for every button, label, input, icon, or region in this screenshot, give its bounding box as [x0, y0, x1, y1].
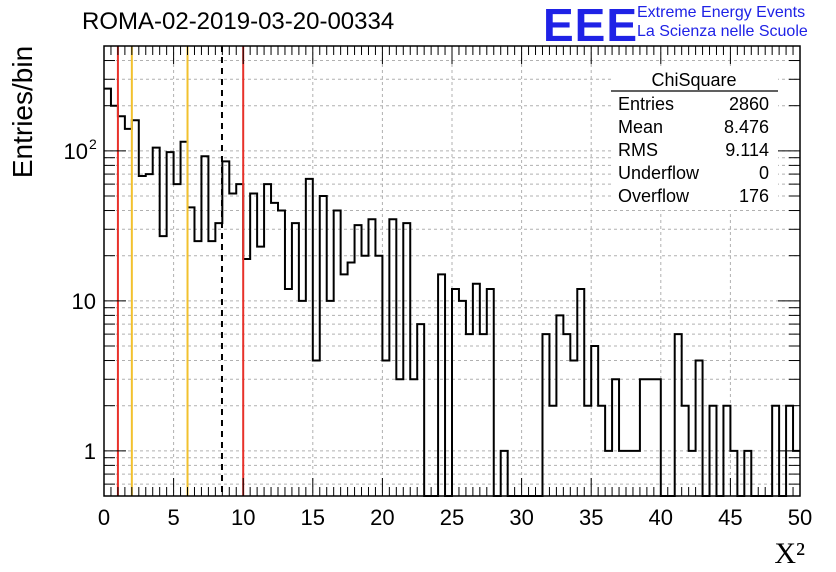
x-tick-label: 45 [718, 505, 742, 530]
stats-value: 176 [739, 186, 769, 206]
y-tick-exponent: 2 [89, 136, 97, 152]
stats-label: Underflow [618, 163, 700, 183]
y-tick-label: 1 [84, 439, 96, 464]
stats-value: 8.476 [724, 117, 769, 137]
x-tick-label: 30 [509, 505, 533, 530]
x-tick-label: 5 [167, 505, 179, 530]
x-tick-label: 50 [788, 505, 812, 530]
y-tick-label: 10 [64, 139, 88, 164]
y-tick-label: 10 [72, 289, 96, 314]
stats-label: Overflow [618, 186, 690, 206]
logo-line-2: La Scienza nelle Scuole [637, 23, 808, 40]
stats-label: Entries [618, 94, 674, 114]
x-tick-label: 0 [98, 505, 110, 530]
reference-lines [116, 46, 245, 496]
stats-value: 9.114 [725, 140, 769, 160]
x-tick-label: 35 [579, 505, 603, 530]
stats-background [611, 66, 778, 210]
x-tick-label: 40 [649, 505, 673, 530]
axes [103, 45, 801, 497]
x-tick-label: 15 [301, 505, 325, 530]
eee-logo: EEE [543, 0, 639, 51]
x-tick-label: 10 [231, 505, 255, 530]
page-title: ROMA-02-2019-03-20-00334 [82, 8, 395, 35]
stats-label: Mean [618, 117, 663, 137]
stats-value: 2860 [729, 94, 769, 114]
x-axis-label: X² [774, 537, 805, 570]
stats-title: ChiSquare [651, 70, 736, 90]
logo-line-1: Extreme Energy Events [637, 4, 806, 21]
stats-box: ChiSquare Entries 2860 Mean 8.476 RMS 9.114 Und… [611, 66, 778, 210]
x-tick-label: 25 [440, 505, 464, 530]
stats-value: 0 [759, 163, 769, 183]
y-axis-label: Entries/bin [7, 46, 38, 178]
stats-label: RMS [618, 140, 658, 160]
x-tick-label: 20 [370, 505, 394, 530]
x-tick-labels: 0 5 10 15 20 25 30 35 40 45 50 [98, 505, 812, 530]
